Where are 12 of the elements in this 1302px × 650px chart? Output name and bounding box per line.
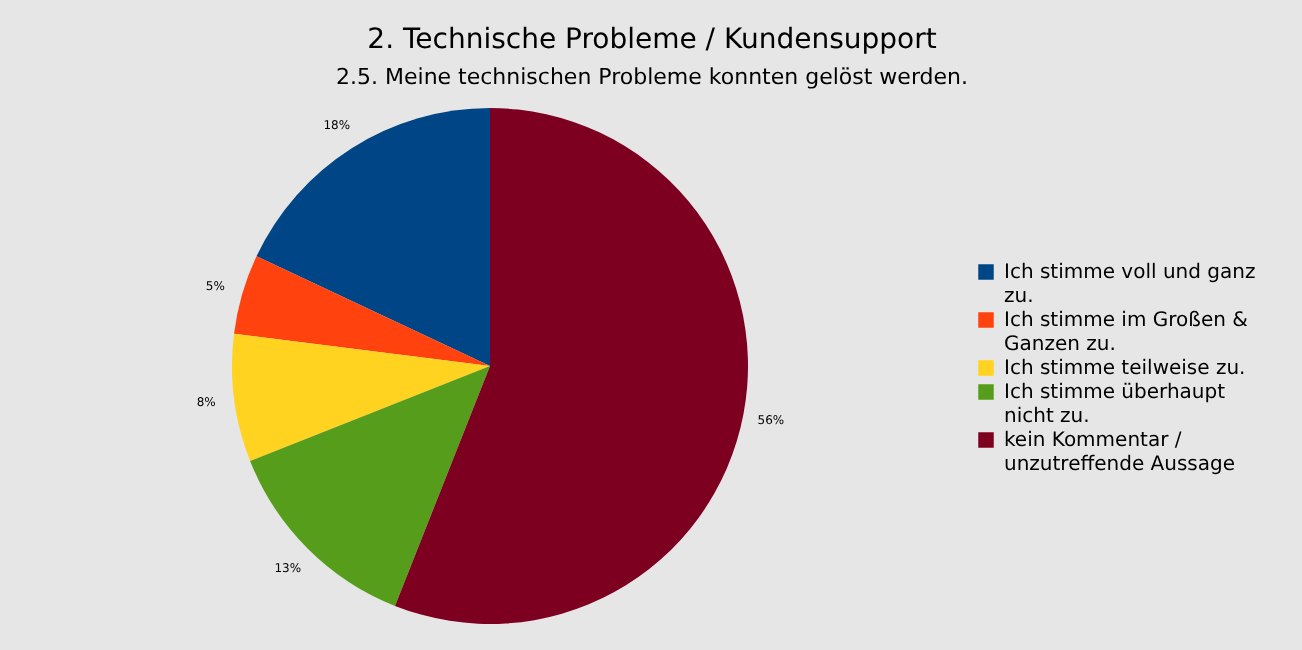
- legend-label: Ich stimme im Großen & Ganzen zu.: [1004, 310, 1249, 356]
- pie-slice: [234, 256, 490, 366]
- chart-title: 2. Technische Probleme / Kundensupport: [367, 24, 938, 56]
- chart-subtitle: 2.5. Meine technischen Probleme konnten gelöst werden.: [336, 64, 968, 90]
- pie-slice: [395, 108, 748, 624]
- pie-slice: [256, 108, 490, 366]
- legend-label: Ich stimme teilweise zu.: [1004, 358, 1246, 380]
- legend-label: Ich stimme voll und ganz zu.: [1004, 262, 1256, 308]
- legend-label: kein Kommentar / unzutreffende Aussage: [1004, 430, 1236, 476]
- pie-slice: [250, 366, 490, 606]
- pie-slice: [232, 333, 490, 461]
- legend-label: Ich stimme überhaupt nicht zu.: [1004, 382, 1226, 428]
